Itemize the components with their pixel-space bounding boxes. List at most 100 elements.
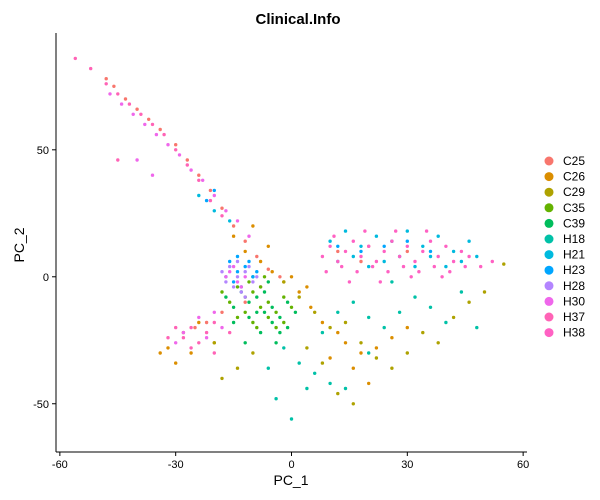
data-point: [343, 341, 348, 345]
points-layer: [73, 56, 506, 421]
data-point: [343, 320, 348, 325]
data-point: [116, 158, 120, 162]
data-point: [174, 148, 178, 152]
data-point: [258, 259, 263, 264]
data-point: [231, 264, 236, 269]
data-point: [197, 341, 201, 345]
data-point: [243, 300, 247, 304]
data-point: [204, 330, 209, 335]
data-point: [428, 305, 433, 309]
data-point: [197, 315, 201, 320]
data-point: [174, 361, 178, 365]
data-point: [405, 244, 409, 248]
data-point: [390, 280, 394, 284]
data-point: [378, 280, 382, 284]
data-point: [174, 341, 178, 345]
legend-key: [544, 234, 554, 244]
data-point: [479, 264, 483, 269]
data-point: [328, 356, 332, 360]
legend-key: [544, 187, 554, 197]
data-point: [147, 117, 151, 122]
data-point: [251, 280, 255, 284]
data-point: [235, 280, 240, 284]
data-point: [390, 366, 394, 370]
data-point: [251, 320, 255, 325]
data-point: [320, 254, 325, 259]
data-point: [374, 234, 379, 238]
data-point: [247, 280, 251, 284]
legend-key: [544, 156, 554, 166]
data-point: [386, 270, 390, 274]
data-point: [255, 325, 259, 330]
data-point: [255, 295, 259, 299]
x-tick-label: -60: [52, 459, 68, 471]
data-point: [459, 249, 464, 254]
data-point: [409, 275, 413, 279]
x-tick-label: 30: [401, 459, 413, 471]
x-axis-title: PC_1: [273, 472, 308, 488]
legend-label: H28: [563, 279, 585, 293]
data-point: [266, 267, 270, 271]
data-point: [336, 259, 340, 264]
data-point: [255, 275, 259, 279]
data-point: [266, 280, 270, 284]
data-point: [266, 300, 270, 304]
data-point: [343, 386, 348, 391]
data-point: [112, 84, 116, 89]
data-point: [367, 381, 371, 386]
y-axis-ticks: -50 0 50: [33, 145, 56, 411]
data-point: [212, 193, 216, 198]
data-point: [127, 102, 132, 106]
data-point: [390, 239, 394, 243]
data-point: [451, 249, 456, 254]
legend-label: C39: [563, 216, 585, 230]
data-point: [251, 275, 255, 279]
data-point: [459, 290, 464, 294]
data-point: [285, 325, 290, 330]
data-point: [436, 341, 440, 345]
data-point: [282, 280, 286, 284]
data-point: [158, 351, 162, 355]
data-point: [251, 290, 255, 294]
data-point: [467, 254, 471, 259]
data-point: [235, 285, 240, 289]
data-point: [258, 330, 263, 335]
data-point: [131, 112, 135, 117]
data-point: [231, 305, 236, 309]
data-point: [247, 300, 251, 304]
data-point: [428, 254, 433, 259]
data-point: [278, 275, 282, 279]
data-point: [336, 391, 340, 396]
data-point: [189, 351, 193, 355]
data-point: [228, 259, 232, 264]
data-point: [224, 280, 228, 284]
data-point: [239, 285, 243, 289]
data-point: [135, 158, 139, 162]
data-point: [255, 254, 259, 259]
data-point: [274, 341, 278, 345]
data-point: [243, 341, 247, 345]
data-point: [451, 315, 456, 320]
legend-key: [544, 312, 554, 322]
data-point: [320, 330, 325, 335]
data-point: [262, 290, 267, 294]
legend-label: C29: [563, 185, 585, 199]
data-point: [370, 264, 375, 269]
data-point: [367, 351, 371, 355]
data-point: [417, 270, 421, 274]
data-point: [359, 351, 363, 355]
data-point: [270, 270, 274, 274]
data-point: [320, 320, 325, 325]
data-point: [359, 254, 363, 259]
data-point: [228, 270, 232, 274]
legend-label: H23: [563, 263, 585, 277]
data-point: [405, 351, 409, 355]
data-point: [374, 346, 379, 350]
data-point: [150, 122, 155, 127]
data-point: [328, 381, 332, 386]
data-point: [382, 249, 386, 254]
data-point: [270, 305, 274, 309]
data-point: [278, 315, 282, 320]
data-point: [262, 310, 267, 314]
